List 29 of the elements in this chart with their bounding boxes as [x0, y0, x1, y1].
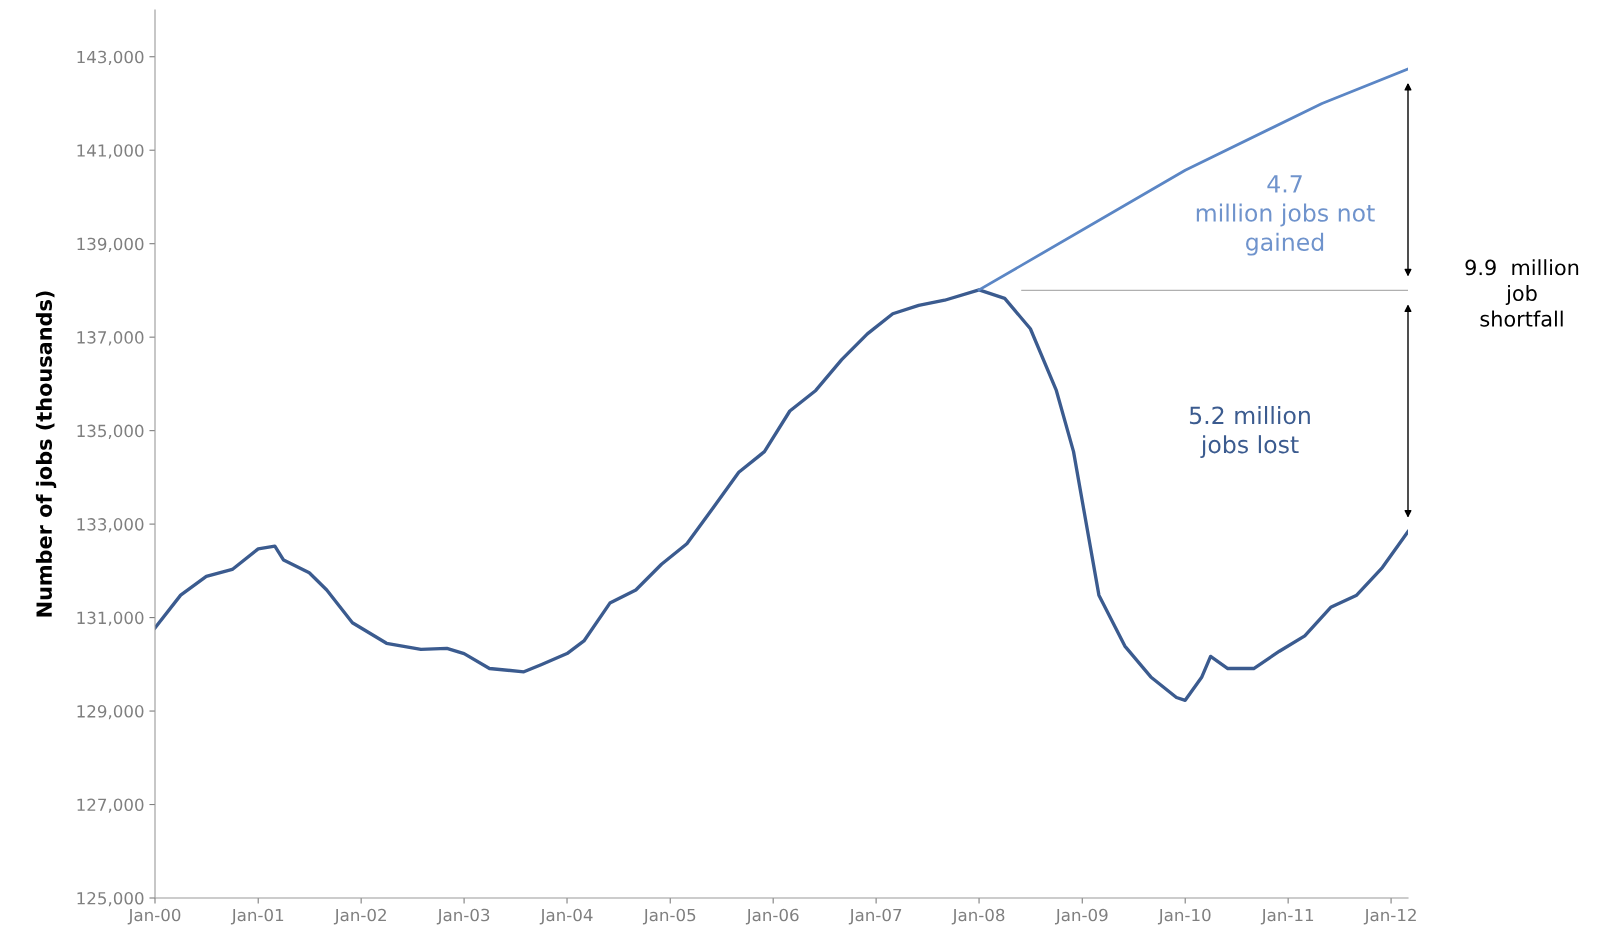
y-tick-label: 129,000 [77, 705, 144, 720]
x-tick-label: Jan-04 [539, 908, 593, 925]
x-tick-label: Jan-11 [1260, 908, 1314, 925]
x-tick-label: Jan-01 [230, 908, 284, 925]
x-tick-label: Jan-05 [642, 908, 696, 925]
x-tick-label: Jan-12 [1363, 908, 1416, 925]
x-tick-label: Jan-07 [848, 908, 902, 925]
annotation: 5.2 million jobs lost [1189, 406, 1310, 458]
x-tick-label: Jan-06 [745, 908, 799, 925]
x-tick-label: Jan-08 [951, 908, 1005, 925]
y-axis-title: Number of jobs (thousands) [35, 291, 57, 617]
y-tick-label: 137,000 [77, 331, 144, 346]
y-tick-label: 131,000 [77, 611, 144, 626]
line-series [977, 67, 1408, 292]
y-tick-label: 139,000 [77, 237, 144, 252]
x-tick-label: Jan-10 [1157, 908, 1211, 925]
x-tick-label: Jan-03 [436, 908, 490, 925]
x-tick-label: Jan-00 [127, 908, 181, 925]
annotation: 4.7 million jobs not gained [1196, 175, 1375, 256]
y-tick-label: 143,000 [77, 50, 144, 66]
text: 9.9 million job shortfall [1465, 259, 1579, 327]
y-tick-label: 133,000 [77, 518, 144, 533]
x-tick-label: Jan-09 [1054, 908, 1108, 925]
y-tick-label: 125,000 [77, 891, 144, 907]
x-tick-label: Jan-02 [333, 908, 386, 925]
y-tick-label: 135,000 [77, 424, 144, 439]
y-tick-label: 141,000 [77, 144, 144, 159]
line-series [155, 288, 1408, 702]
y-tick-label: 127,000 [77, 798, 144, 813]
